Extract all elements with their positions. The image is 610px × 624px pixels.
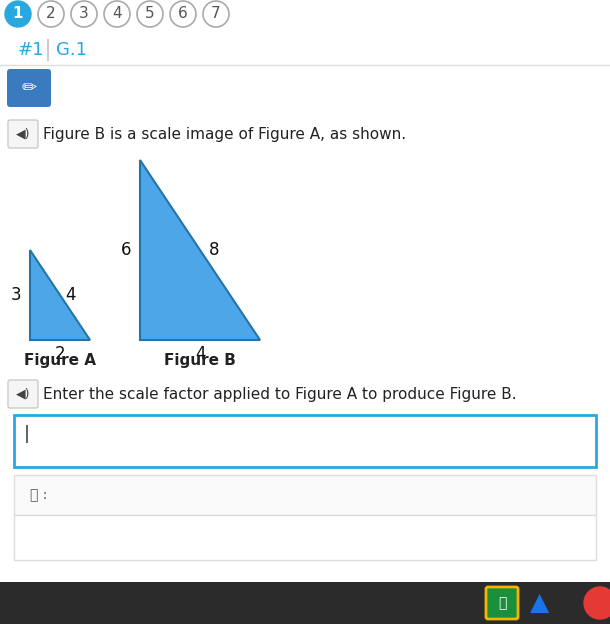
FancyBboxPatch shape <box>486 587 518 619</box>
Text: 1: 1 <box>13 6 23 21</box>
Circle shape <box>170 1 196 27</box>
Text: 2: 2 <box>46 6 56 21</box>
Circle shape <box>137 1 163 27</box>
Polygon shape <box>30 250 90 340</box>
Text: 2: 2 <box>55 345 65 363</box>
Circle shape <box>71 1 97 27</box>
Polygon shape <box>140 160 260 340</box>
Text: 3: 3 <box>11 286 21 304</box>
Circle shape <box>5 1 31 27</box>
Text: ◀): ◀) <box>16 388 30 401</box>
Text: 6: 6 <box>121 241 131 259</box>
Text: Enter the scale factor applied to Figure A to produce Figure B.: Enter the scale factor applied to Figure… <box>43 386 517 401</box>
Text: 3: 3 <box>79 6 89 21</box>
Text: 6: 6 <box>178 6 188 21</box>
Circle shape <box>38 1 64 27</box>
Circle shape <box>203 1 229 27</box>
Text: 4: 4 <box>195 345 205 363</box>
Text: 8: 8 <box>209 241 219 259</box>
Text: Figure B: Figure B <box>164 353 236 368</box>
FancyBboxPatch shape <box>8 380 38 408</box>
Text: ▲: ▲ <box>530 591 550 615</box>
Text: 👤: 👤 <box>498 596 506 610</box>
Text: 4: 4 <box>65 286 75 304</box>
Circle shape <box>104 1 130 27</box>
FancyBboxPatch shape <box>14 515 596 560</box>
FancyBboxPatch shape <box>8 120 38 148</box>
FancyBboxPatch shape <box>7 69 51 107</box>
Text: 7: 7 <box>211 6 221 21</box>
Text: 🖥 :: 🖥 : <box>30 488 48 502</box>
Text: ✏: ✏ <box>21 79 37 97</box>
Text: 5: 5 <box>145 6 155 21</box>
Text: Figure A: Figure A <box>24 353 96 368</box>
Bar <box>0 582 610 624</box>
Text: G.1: G.1 <box>56 41 87 59</box>
Text: Figure B is a scale image of Figure A, as shown.: Figure B is a scale image of Figure A, a… <box>43 127 406 142</box>
Text: |: | <box>24 425 30 443</box>
Circle shape <box>584 587 610 619</box>
FancyBboxPatch shape <box>14 475 596 515</box>
FancyBboxPatch shape <box>14 415 596 467</box>
Text: 4: 4 <box>112 6 122 21</box>
Text: #1: #1 <box>18 41 45 59</box>
Text: ◀): ◀) <box>16 127 30 140</box>
